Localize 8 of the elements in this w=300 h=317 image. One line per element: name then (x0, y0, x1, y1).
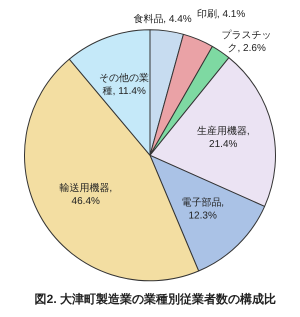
text: 図2. 大津町製造業の業種別従業者数の構成比 (34, 292, 276, 306)
slice-label: 生産用機器, 21.4% (196, 124, 250, 150)
slice-label: 電子部品, 12.3% (181, 196, 224, 222)
slice-label: その他の業種, 11.4% (99, 72, 150, 97)
slice-label: 輸送用機器, 46.4% (59, 182, 112, 207)
slice-label: 食料品, 4.4% (133, 12, 192, 25)
slice-label: 印刷, 4.1% (196, 8, 246, 20)
slice-label: プラスチック, 2.6% (222, 29, 272, 54)
